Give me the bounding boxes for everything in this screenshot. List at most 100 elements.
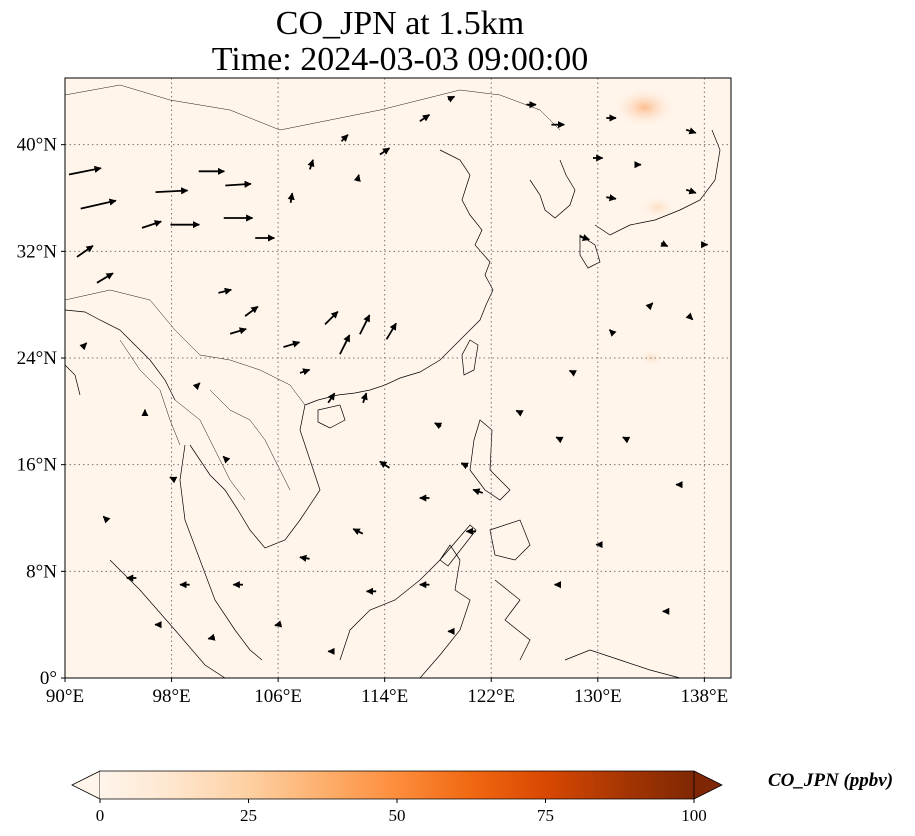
wind-vector — [685, 127, 697, 135]
border-china-south — [65, 289, 306, 406]
lat-tick-label: 32°N — [17, 241, 58, 262]
co-hotspot — [611, 86, 678, 128]
lon-tick-label: 114°E — [361, 686, 408, 707]
indochina-coastline — [189, 404, 321, 549]
lon-tick-label: 138°E — [681, 686, 729, 707]
map-frame — [64, 77, 732, 679]
china-coastline — [304, 149, 494, 406]
wind-vector — [385, 322, 397, 340]
wind-vector — [660, 240, 669, 248]
wind-vector — [645, 302, 654, 311]
wind-vector — [555, 436, 564, 444]
lat-tick-label: 40°N — [17, 135, 58, 156]
wind-vector — [472, 488, 484, 496]
wind-vector — [283, 340, 301, 348]
map-title: CO_JPN at 1.5km Time: 2024-03-03 09:00:0… — [0, 6, 800, 78]
border-laos-vietnam — [209, 389, 291, 491]
wind-vector — [379, 147, 391, 156]
lon-tick-label: 122°E — [467, 686, 515, 707]
wind-vector — [327, 392, 336, 404]
colorbar-extend-min — [71, 770, 101, 800]
newguinea-coastline — [564, 649, 681, 678]
wind-vector — [359, 314, 371, 335]
wind-vector — [287, 192, 295, 203]
wind-vector — [141, 220, 162, 229]
mindanao-coastline — [489, 519, 531, 561]
lon-tick-label: 98°E — [152, 686, 190, 707]
map-content — [65, 78, 731, 678]
wind-vector — [102, 515, 111, 524]
colorbar-body — [100, 771, 694, 799]
japan-coastline — [594, 129, 721, 236]
wind-vector — [434, 422, 443, 430]
taiwan-coastline — [461, 339, 479, 376]
wind-vector — [340, 134, 349, 142]
coastlines — [65, 129, 721, 678]
colorbar-ticks: 0 25 50 75 100 — [96, 799, 707, 825]
colorbar-tick-label: 50 — [389, 806, 406, 825]
sulawesi-coastline — [494, 579, 531, 661]
wind-vector — [568, 369, 577, 377]
axis-tick-labels: 90°E 98°E 106°E 114°E 122°E 130°E 138°E 0° 8°N 16… — [17, 135, 729, 707]
wind-vector — [192, 382, 201, 391]
wind-vector — [360, 392, 368, 404]
wind-vector — [80, 198, 117, 210]
colorbar-tick-label: 0 — [96, 806, 105, 825]
hotspots-layer — [611, 86, 678, 367]
wind-vector — [307, 159, 315, 170]
wind-vector — [244, 305, 259, 317]
lon-tick-label: 90°E — [46, 686, 84, 707]
country-borders — [65, 84, 561, 501]
lon-tick-label: 130°E — [574, 686, 622, 707]
title-line-2: Time: 2024-03-03 09:00:00 — [211, 41, 589, 78]
bengal-coastline — [65, 309, 176, 401]
co-hotspot — [637, 194, 678, 220]
wind-vector — [353, 174, 361, 182]
wind-vector — [218, 287, 232, 295]
wind-vector — [324, 310, 339, 326]
title-line-1: CO_JPN at 1.5km — [275, 5, 525, 42]
wind-vector — [579, 234, 590, 241]
colorbar-tick-label: 75 — [537, 806, 554, 825]
wind-vector — [685, 187, 697, 195]
borneo-coastline — [339, 544, 471, 678]
wind-vector — [155, 187, 189, 195]
lat-tick-label: 24°N — [17, 348, 58, 369]
wind-vector — [76, 244, 94, 258]
wind-vector — [274, 620, 283, 628]
border-myanmar — [119, 339, 181, 446]
colorbar-label: CO_JPN (ppbv) — [768, 770, 894, 791]
gridlines — [65, 78, 731, 678]
hainan-coastline — [317, 404, 346, 429]
malay-coastline — [179, 444, 263, 661]
wind-vector — [169, 476, 178, 484]
wind-vector — [96, 272, 114, 284]
wind-vector — [225, 180, 252, 188]
wind-vector — [68, 165, 102, 176]
wind-vector — [229, 327, 247, 335]
border-thailand — [174, 399, 246, 501]
wind-vector — [515, 409, 524, 417]
lat-tick-label: 0° — [40, 668, 57, 689]
wind-vector — [207, 633, 216, 641]
colorbar-tick-label: 100 — [681, 806, 707, 825]
border-china-mongolia — [65, 84, 561, 131]
wind-vector — [419, 114, 431, 122]
colorbar-tick-label: 25 — [240, 806, 257, 825]
wind-vector — [606, 194, 617, 202]
wind-vector — [379, 460, 390, 469]
wind-vector — [299, 368, 311, 376]
wind-vector — [79, 342, 88, 351]
kyushu-coastline — [579, 234, 601, 269]
west-coast — [65, 364, 81, 396]
colorbar: 0 25 50 75 100 — [71, 770, 723, 825]
wind-vectors — [68, 95, 709, 655]
wind-vector — [352, 528, 364, 536]
palawan-coastline — [439, 524, 477, 567]
wind-vector — [685, 312, 694, 321]
colorbar-extend-max — [693, 770, 723, 800]
concentration-field — [65, 78, 731, 678]
wind-vector — [622, 436, 631, 444]
wind-vector — [460, 462, 469, 470]
